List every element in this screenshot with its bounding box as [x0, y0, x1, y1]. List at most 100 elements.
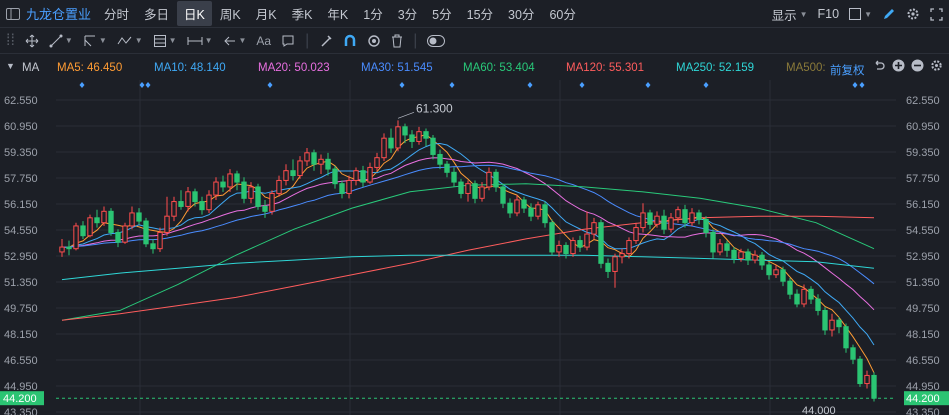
- candle-body: [619, 253, 625, 258]
- ma-label[interactable]: MA: [22, 62, 40, 74]
- candle-body: [640, 212, 646, 229]
- period-tab-2[interactable]: 日K: [177, 1, 212, 26]
- display-menu[interactable]: 显示 ▼: [772, 5, 808, 24]
- event-marker: [645, 82, 651, 88]
- comment-icon: [282, 35, 294, 47]
- candle-body: [192, 191, 198, 203]
- magnet-tool[interactable]: [343, 34, 357, 48]
- candle-body: [836, 319, 842, 328]
- period-tab-11[interactable]: 30分: [508, 8, 535, 22]
- ma5-line: [61, 134, 875, 374]
- stock-name-button[interactable]: 九龙仓置业: [6, 4, 91, 23]
- candle-body: [815, 298, 821, 311]
- event-marker: [399, 82, 405, 88]
- candle-body: [395, 126, 401, 149]
- comment-tool[interactable]: [281, 34, 295, 48]
- chevron-down-icon: ▼: [134, 36, 143, 45]
- period-tab-8[interactable]: 3分: [397, 8, 418, 22]
- y-tick-right: 62.550: [906, 95, 940, 107]
- delete-tool[interactable]: [391, 34, 403, 48]
- period-tab-10[interactable]: 15分: [466, 8, 494, 22]
- candle-body: [290, 170, 296, 177]
- settings-icon[interactable]: [930, 59, 943, 72]
- period-tab-5[interactable]: 季K: [291, 8, 313, 22]
- ma-collapse-icon[interactable]: ▼: [6, 61, 15, 71]
- candle-body: [220, 181, 226, 188]
- event-marker: [267, 82, 273, 88]
- right-tools: 显示 ▼ F10 ▼: [772, 0, 943, 28]
- candle-body: [311, 152, 317, 165]
- ma250-value: MA250: 52.159: [676, 62, 755, 74]
- visibility-tool[interactable]: [367, 34, 381, 48]
- fullscreen-icon[interactable]: [930, 7, 943, 21]
- drag-handle-icon[interactable]: ⁞⁞: [6, 31, 15, 49]
- candle-body: [66, 246, 72, 250]
- candle-body: [115, 231, 121, 243]
- period-tab-6[interactable]: 年K: [327, 8, 349, 22]
- y-tick-right: 56.150: [906, 199, 940, 211]
- ma10-value: MA10: 48.140: [154, 62, 226, 74]
- collapse-icon[interactable]: [6, 7, 20, 20]
- candle-body: [388, 137, 394, 149]
- eraser-tool[interactable]: [319, 34, 333, 48]
- chevron-down-icon: ▼: [864, 9, 872, 19]
- candle-body: [472, 183, 478, 199]
- line-tool[interactable]: ▼: [49, 34, 73, 48]
- add-icon[interactable]: [892, 59, 905, 72]
- event-marker: [859, 82, 865, 88]
- stock-name[interactable]: 九龙仓置业: [26, 7, 92, 22]
- period-tab-9[interactable]: 5分: [432, 8, 452, 22]
- last-price-right: 44.200: [906, 393, 940, 405]
- arrow-tool[interactable]: ▼: [223, 34, 246, 48]
- ma120-value: MA120: 55.301: [566, 62, 645, 74]
- period-tab-1[interactable]: 多日: [144, 8, 170, 22]
- remove-icon[interactable]: [911, 59, 924, 72]
- wave-tool[interactable]: ▼: [117, 34, 143, 48]
- candle-body: [304, 152, 310, 162]
- period-tab-12[interactable]: 60分: [549, 8, 576, 22]
- candle-body: [570, 240, 576, 255]
- candle-body: [241, 181, 247, 199]
- adjust-mode-button[interactable]: 前复权: [830, 65, 865, 77]
- candle-body: [318, 158, 324, 165]
- undo-icon[interactable]: [873, 59, 886, 72]
- magnet-icon: [345, 34, 356, 46]
- candle-body: [843, 326, 849, 349]
- high-pointer: [397, 111, 415, 119]
- arrow-left-icon: [223, 36, 235, 45]
- candlestick-chart[interactable]: 62.550 62.550 60.950 60.950 59.350 59.350 57.7…: [0, 80, 949, 415]
- toggle-tool[interactable]: [427, 34, 446, 47]
- measure-tool[interactable]: ▼: [187, 34, 213, 48]
- eye-icon: [368, 34, 380, 47]
- candle-body: [829, 319, 835, 331]
- period-tab-7[interactable]: 1分: [363, 8, 383, 22]
- y-tick-left: 51.350: [4, 277, 38, 289]
- last-price-tag-right: [904, 391, 949, 406]
- ma250-line: [61, 254, 875, 281]
- candle-body: [332, 168, 338, 185]
- display-label: 显示: [771, 8, 797, 23]
- channel-tool[interactable]: ▼: [83, 34, 107, 48]
- candle-body: [367, 166, 373, 183]
- candle-body: [269, 192, 275, 212]
- y-tick-right: 44.950: [906, 381, 940, 393]
- square-icon: [849, 8, 862, 20]
- candle-body: [444, 163, 450, 173]
- period-tab-3[interactable]: 周K: [219, 8, 241, 22]
- f10-button[interactable]: F10: [817, 7, 840, 21]
- candle-body: [647, 212, 653, 225]
- settings-icon[interactable]: [906, 7, 920, 21]
- chart-style-menu[interactable]: ▼: [849, 8, 872, 20]
- candle-body: [276, 179, 282, 194]
- y-tick-right: 59.350: [906, 147, 940, 159]
- period-tab-4[interactable]: 月K: [255, 8, 277, 22]
- y-tick-right: 46.550: [906, 355, 940, 367]
- crosshair-tool[interactable]: [25, 34, 39, 48]
- text-tool[interactable]: Aa: [256, 33, 272, 48]
- candle-body: [794, 293, 800, 305]
- fibonacci-tool[interactable]: ▼: [153, 34, 177, 48]
- period-tab-0[interactable]: 分时: [104, 8, 130, 22]
- candle-body: [745, 251, 751, 261]
- candle-body: [157, 231, 163, 250]
- pen-icon[interactable]: [882, 7, 896, 21]
